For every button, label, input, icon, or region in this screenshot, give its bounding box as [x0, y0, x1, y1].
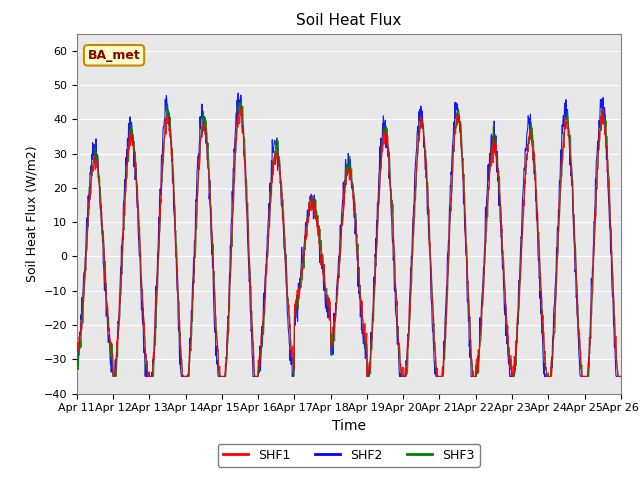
Text: BA_met: BA_met: [88, 49, 140, 62]
Title: Soil Heat Flux: Soil Heat Flux: [296, 13, 401, 28]
Legend: SHF1, SHF2, SHF3: SHF1, SHF2, SHF3: [218, 444, 480, 467]
Y-axis label: Soil Heat Flux (W/m2): Soil Heat Flux (W/m2): [25, 145, 38, 282]
X-axis label: Time: Time: [332, 419, 366, 433]
